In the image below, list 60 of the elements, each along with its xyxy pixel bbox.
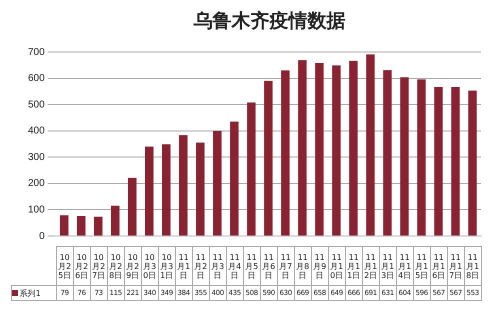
x-tick-label: 10月26日 — [73, 246, 90, 286]
x-tick-label: 10月29日 — [124, 246, 142, 286]
y-tick-label: 200 — [28, 178, 46, 190]
x-tick-label: 11月7日 — [277, 246, 294, 286]
bar — [264, 80, 273, 236]
bar — [179, 135, 188, 236]
x-tick-label: 10月27日 — [90, 246, 108, 286]
x-tick-label: 11月18日 — [464, 246, 482, 286]
bar — [145, 146, 154, 236]
x-tick-label: 11月17日 — [447, 246, 464, 286]
bar — [162, 144, 171, 236]
bar — [417, 79, 426, 236]
x-tick-label: 11月8日 — [294, 246, 312, 286]
x-tick-label: 11月15日 — [413, 246, 430, 286]
bar — [315, 63, 324, 236]
x-tick-label: 10月31日 — [158, 246, 176, 286]
x-tick-label: 10月30日 — [141, 246, 158, 286]
bar — [247, 102, 256, 236]
x-tick-label: 11月14日 — [396, 246, 414, 286]
x-tick-label: 11月12日 — [362, 246, 380, 286]
bar — [451, 86, 460, 236]
y-tick-label: 100 — [28, 204, 46, 216]
bar — [281, 70, 290, 236]
bar — [468, 90, 477, 236]
x-tick-label: 11月2日 — [192, 246, 210, 286]
bar — [349, 60, 358, 236]
y-tick-label: 500 — [28, 99, 46, 110]
bar — [196, 142, 205, 236]
x-tick-label: 11月11日 — [345, 246, 362, 286]
y-tick-label: 700 — [28, 46, 46, 58]
x-tick-label: 11月6日 — [260, 246, 278, 286]
bar — [298, 60, 307, 236]
bar — [400, 77, 409, 236]
bar — [332, 65, 341, 236]
chart-title: 乌鲁木齐疫情数据 — [192, 9, 346, 34]
bar — [383, 70, 392, 236]
bar — [94, 216, 102, 236]
bar — [213, 130, 222, 236]
x-tick-label: 10月25日 — [56, 246, 74, 286]
y-tick-label: 0 — [39, 230, 46, 242]
legend-label: 系列1 — [20, 288, 41, 298]
y-tick-label: 400 — [28, 126, 46, 137]
bar — [76, 216, 86, 236]
bar — [434, 86, 443, 236]
x-tick-label: 10月28日 — [107, 246, 124, 286]
x-tick-label: 11月1日 — [175, 246, 192, 286]
x-tick-label: 11月4日 — [226, 246, 244, 286]
y-tick-label: 600 — [28, 73, 46, 84]
bar — [60, 215, 68, 236]
bar — [128, 178, 136, 236]
y-tick-label: 300 — [28, 152, 46, 163]
bar — [110, 206, 120, 236]
x-tick-label: 11月16日 — [430, 246, 448, 286]
bar — [230, 122, 239, 236]
x-tick-label: 11月10日 — [328, 246, 346, 286]
x-tick-label: 11月9日 — [311, 246, 328, 286]
x-tick-label: 11月13日 — [379, 246, 396, 286]
x-tick-label: 11月3日 — [209, 246, 226, 286]
x-tick-label: 11月5日 — [243, 246, 260, 286]
bar — [366, 54, 375, 236]
